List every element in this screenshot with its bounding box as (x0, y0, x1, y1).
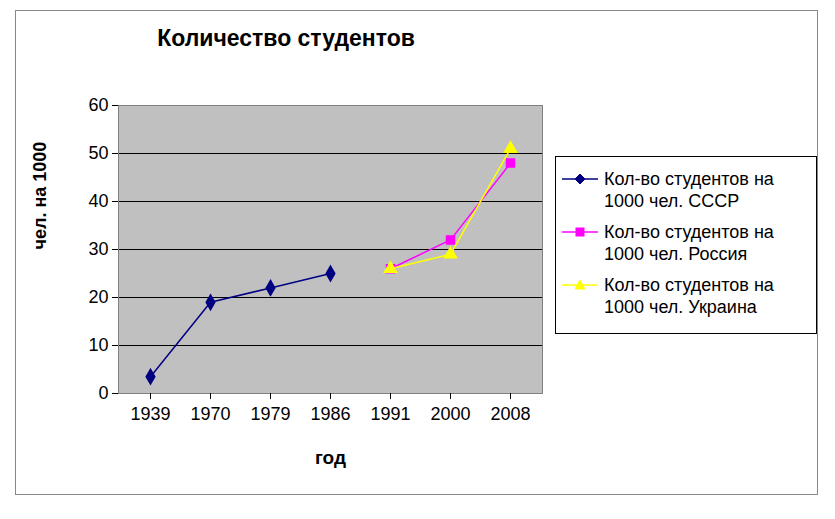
html-text:Кол-во студентов на 1000 чел.: Кол-во студентов на 1000 чел. Украина (604, 275, 774, 317)
svg-text:год: год (315, 447, 346, 468)
svg-text:1970: 1970 (190, 404, 230, 424)
svg-text:2008: 2008 (490, 404, 530, 424)
html-text:Кол-во студентов на 1000 чел.: Кол-во студентов на 1000 чел. СССР (604, 169, 774, 211)
html-text:Количество студентов: Количество студентов (157, 25, 415, 51)
svg-text:1986: 1986 (310, 404, 350, 424)
svg-text:40: 40 (88, 191, 108, 211)
svg-text:2000: 2000 (430, 404, 470, 424)
svg-text:1939: 1939 (130, 404, 170, 424)
svg-text:50: 50 (88, 143, 108, 163)
svg-text:30: 30 (88, 239, 108, 259)
svg-text:0: 0 (98, 383, 108, 403)
svg-text:60: 60 (88, 95, 108, 115)
svg-text:10: 10 (88, 335, 108, 355)
svg-text:1979: 1979 (250, 404, 290, 424)
svg-text:чел. на 1000: чел. на 1000 (30, 142, 50, 250)
svg-text:1991: 1991 (370, 404, 410, 424)
svg-text:20: 20 (88, 287, 108, 307)
html-text:Кол-во студентов на 1000 чел.: Кол-во студентов на 1000 чел. Россия (604, 222, 774, 264)
